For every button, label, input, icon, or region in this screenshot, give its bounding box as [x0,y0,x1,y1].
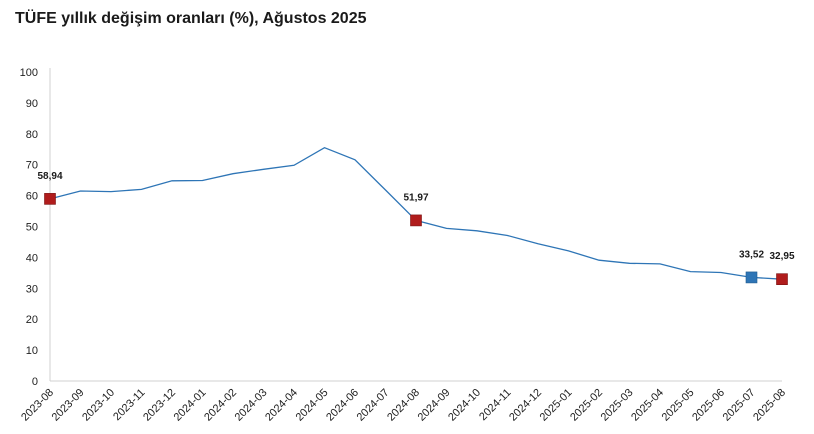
x-tick-label: 2024-10 [446,387,483,424]
y-tick-label: 10 [26,345,38,357]
series-line [49,146,783,280]
data-point [476,229,479,232]
series-polyline [49,146,783,280]
x-tick-label: 2023-08 [19,387,56,424]
x-tick-label: 2024-07 [355,387,392,424]
highlight-marker [410,214,422,227]
data-point [354,158,357,161]
x-axis-tick-labels: 2023-082023-092023-102023-112023-122024-… [19,387,788,424]
x-tick-label: 2025-04 [629,387,666,424]
x-tick-label: 2024-04 [263,387,300,424]
x-tick-label: 2023-10 [80,387,117,424]
chart-title: TÜFE yıllık değişim oranları (%), Ağusto… [15,10,367,27]
data-point [689,270,692,273]
data-point [537,242,540,245]
x-tick-label: 2024-06 [324,387,361,424]
x-tick-label: 2025-03 [599,387,636,424]
data-point [140,188,143,191]
data-point [659,262,662,265]
x-tick-label: 2024-02 [202,387,239,424]
highlight-marker [44,193,56,205]
data-point [171,179,174,182]
axes [49,68,782,382]
y-tick-label: 90 [26,98,38,110]
y-tick-label: 80 [26,129,38,141]
x-tick-label: 2025-07 [721,387,758,424]
data-point [79,189,82,192]
x-tick-label: 2024-05 [294,387,331,424]
data-point [232,172,235,175]
data-point [110,190,113,193]
data-point [323,146,326,149]
x-tick-label: 2025-02 [568,387,605,424]
data-point [201,179,204,182]
data-point [384,189,387,192]
data-point [720,271,723,274]
data-point [506,234,509,237]
data-point [262,168,265,171]
data-label: 33,52 [739,249,764,260]
y-tick-label: 0 [32,376,38,388]
y-tick-label: 20 [26,314,38,326]
x-tick-label: 2024-03 [233,387,270,424]
x-tick-label: 2024-12 [507,387,544,424]
data-point [598,259,601,262]
data-label: 58,94 [37,171,62,182]
x-tick-label: 2023-09 [50,387,87,424]
y-tick-label: 60 [26,191,38,203]
data-point [628,262,631,265]
y-tick-label: 40 [26,252,38,264]
data-point [567,249,570,252]
x-tick-label: 2025-01 [538,387,575,424]
x-tick-label: 2025-08 [751,387,788,424]
y-tick-label: 100 [20,67,38,79]
highlight-markers [44,193,788,285]
data-label: 32,95 [769,251,794,262]
x-tick-label: 2023-12 [141,387,178,424]
data-point [293,164,296,167]
highlight-marker [776,273,788,285]
y-tick-label: 70 [26,160,38,172]
data-labels: 58,94 51,97 33,52 32,95 [37,171,794,262]
y-tick-label: 30 [26,283,38,295]
x-tick-label: 2025-05 [660,387,697,424]
x-tick-label: 2024-01 [172,387,209,424]
data-point [445,227,448,230]
y-tick-label: 50 [26,222,38,234]
y-axis-tick-labels: 0 10 20 30 40 50 60 70 80 90 100 [20,67,38,388]
data-label: 51,97 [403,192,428,203]
x-tick-label: 2024-09 [416,387,453,424]
highlight-marker [745,271,758,284]
x-tick-label: 2025-06 [690,387,727,424]
x-tick-label: 2024-08 [385,387,422,424]
